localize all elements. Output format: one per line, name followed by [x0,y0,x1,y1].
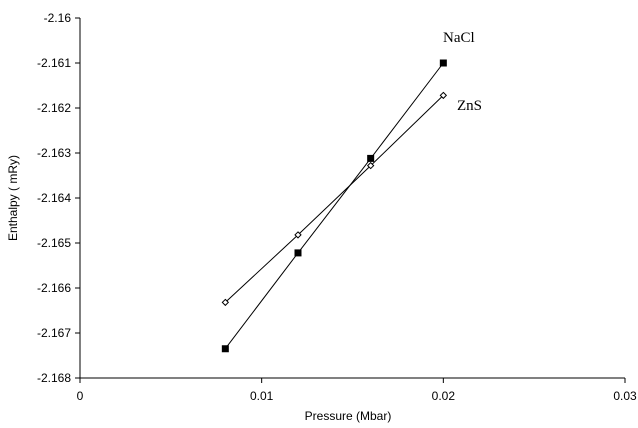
x-tick-label: 0.03 [613,389,637,403]
data-point-nacl [222,345,229,352]
x-tick-label: 0.02 [432,389,456,403]
x-tick-label: 0 [77,389,84,403]
series-line-zns [225,95,443,302]
y-tick-label: -2.167 [37,326,71,340]
y-tick-label: -2.164 [37,191,71,205]
y-tick-label: -2.165 [37,236,71,250]
x-axis-title: Pressure (Mbar) [305,409,392,423]
y-tick-label: -2.16 [44,11,72,25]
y-tick-label: -2.168 [37,371,71,385]
series-layer [222,60,447,353]
series-line-nacl [225,63,443,349]
axes [80,18,625,378]
y-tick-label: -2.162 [37,101,71,115]
data-point-nacl [440,60,447,67]
y-tick-label: -2.161 [37,56,71,70]
data-point-nacl [367,155,374,162]
x-ticks: 0 0.01 0.02 0.03 [77,378,637,403]
y-ticks: -2.16 -2.161 -2.162 -2.163 -2.164 -2.165 -2.16… [37,11,80,385]
x-tick-label: 0.01 [250,389,274,403]
series-label-zns: ZnS [457,98,482,114]
y-tick-label: -2.166 [37,281,71,295]
data-point-nacl [295,249,302,256]
y-axis-title: Enthalpy ( mRy) [6,155,20,241]
series-label-nacl: NaCl [443,30,475,46]
y-tick-label: -2.163 [37,146,71,160]
